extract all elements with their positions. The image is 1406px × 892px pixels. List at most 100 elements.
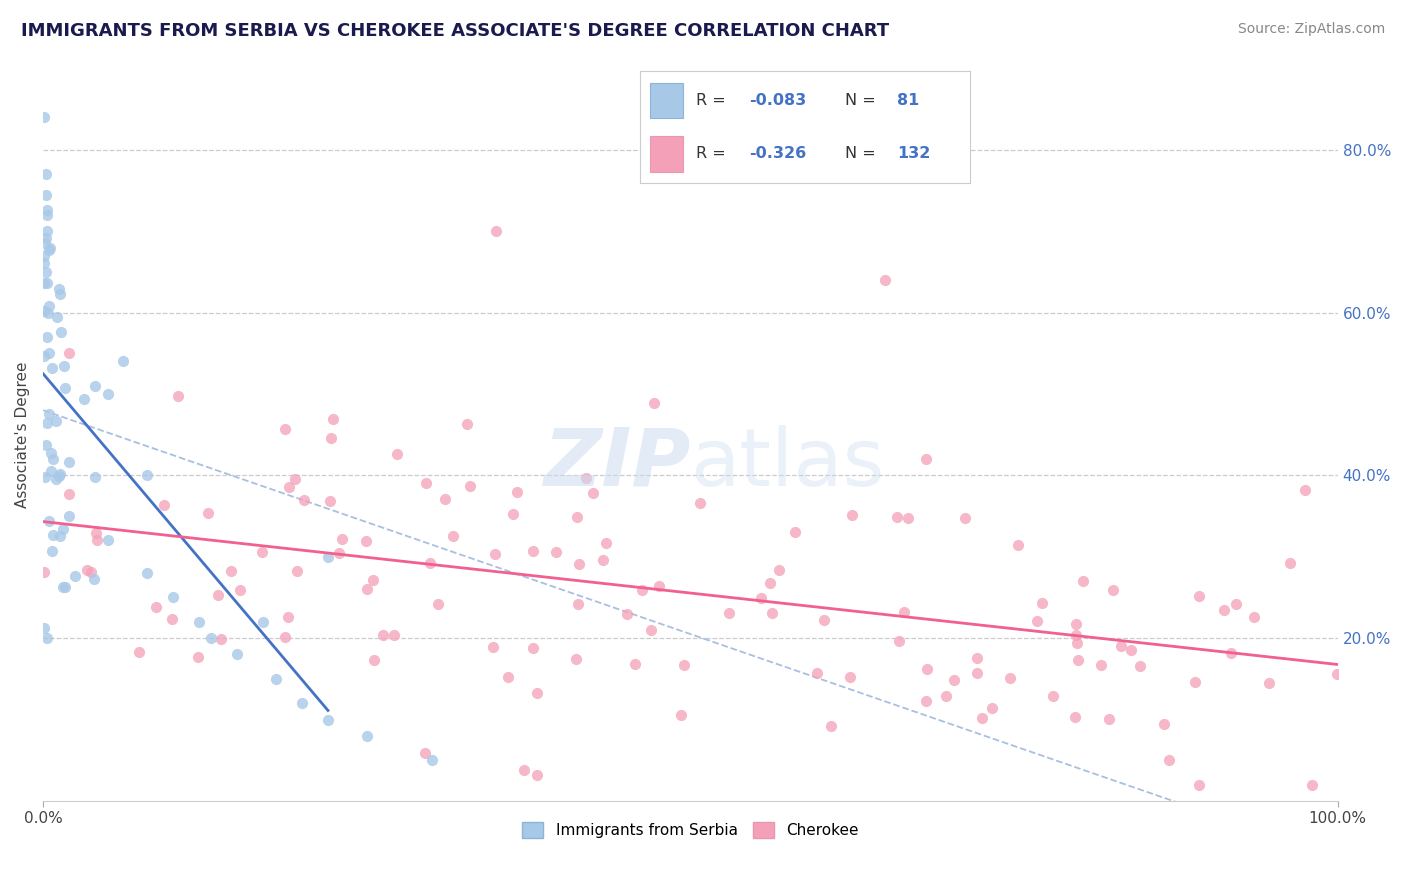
Point <box>522 641 544 656</box>
Text: -0.326: -0.326 <box>749 146 806 161</box>
Point <box>1278 557 1301 571</box>
Text: N =: N = <box>845 146 876 161</box>
Point <box>419 557 441 571</box>
Point <box>526 686 548 700</box>
Point <box>162 612 184 626</box>
Point <box>35 208 58 222</box>
Point <box>456 417 478 432</box>
Point <box>749 591 772 605</box>
Point <box>966 650 988 665</box>
Point <box>52 522 75 536</box>
Point <box>316 549 339 564</box>
Point <box>873 273 896 287</box>
Point <box>1000 671 1022 685</box>
Point <box>264 672 287 686</box>
Point <box>498 670 520 684</box>
Point <box>413 747 436 761</box>
Point <box>893 605 915 619</box>
Point <box>187 615 209 629</box>
Point <box>277 610 299 624</box>
Point <box>37 305 59 319</box>
Point <box>32 256 55 270</box>
Text: R =: R = <box>696 93 725 108</box>
Point <box>595 536 617 550</box>
Point <box>1007 538 1029 552</box>
Point <box>76 563 98 577</box>
Point <box>48 469 70 483</box>
Point <box>135 468 157 483</box>
Text: Source: ZipAtlas.com: Source: ZipAtlas.com <box>1237 22 1385 37</box>
Point <box>1064 710 1087 724</box>
Point <box>38 300 60 314</box>
Point <box>371 628 394 642</box>
Point <box>643 396 665 410</box>
Point <box>356 582 378 596</box>
Point <box>63 569 86 583</box>
Point <box>806 665 828 680</box>
Point <box>1159 753 1181 767</box>
Text: N =: N = <box>845 93 876 108</box>
Point <box>567 597 589 611</box>
FancyBboxPatch shape <box>650 136 683 171</box>
Point <box>1026 614 1049 628</box>
Point <box>689 495 711 509</box>
Point <box>322 411 344 425</box>
Point <box>58 487 80 501</box>
Point <box>34 470 56 484</box>
Point <box>1073 574 1095 588</box>
Point <box>328 546 350 560</box>
Point <box>915 452 938 467</box>
Point <box>39 464 62 478</box>
Point <box>623 657 645 672</box>
Point <box>813 613 835 627</box>
Point <box>291 696 314 710</box>
Point <box>915 662 938 676</box>
Point <box>274 630 297 644</box>
Point <box>427 597 450 611</box>
Point <box>250 545 273 559</box>
Point <box>718 607 741 621</box>
Point <box>1213 603 1236 617</box>
Point <box>41 544 63 558</box>
Point <box>32 622 55 636</box>
Point <box>980 701 1002 715</box>
Point <box>1042 690 1064 704</box>
Point <box>592 553 614 567</box>
Point <box>34 303 56 318</box>
Point <box>111 353 134 368</box>
Point <box>966 666 988 681</box>
Point <box>53 580 76 594</box>
Point <box>522 543 544 558</box>
Point <box>128 645 150 659</box>
Point <box>897 510 920 524</box>
Point <box>319 431 342 445</box>
Point <box>37 203 59 218</box>
Point <box>768 563 790 577</box>
Point <box>83 572 105 586</box>
Text: IMMIGRANTS FROM SERBIA VS CHEROKEE ASSOCIATE'S DEGREE CORRELATION CHART: IMMIGRANTS FROM SERBIA VS CHEROKEE ASSOC… <box>21 22 889 40</box>
Point <box>34 111 56 125</box>
Point <box>1326 666 1348 681</box>
Point <box>1067 653 1090 667</box>
Point <box>285 564 308 578</box>
Point <box>506 485 529 500</box>
Point <box>41 360 63 375</box>
Point <box>197 506 219 520</box>
Text: 132: 132 <box>897 146 931 161</box>
Point <box>34 566 56 580</box>
Point <box>1153 717 1175 731</box>
Point <box>1031 596 1053 610</box>
Point <box>219 564 242 578</box>
Point <box>35 224 58 238</box>
Point <box>42 451 65 466</box>
Point <box>759 576 782 591</box>
Point <box>38 241 60 255</box>
Point <box>1187 778 1209 792</box>
Point <box>153 498 176 512</box>
Point <box>38 514 60 528</box>
Point <box>35 276 58 290</box>
Point <box>58 346 80 360</box>
Point <box>671 707 693 722</box>
Point <box>42 528 65 542</box>
Point <box>162 591 184 605</box>
